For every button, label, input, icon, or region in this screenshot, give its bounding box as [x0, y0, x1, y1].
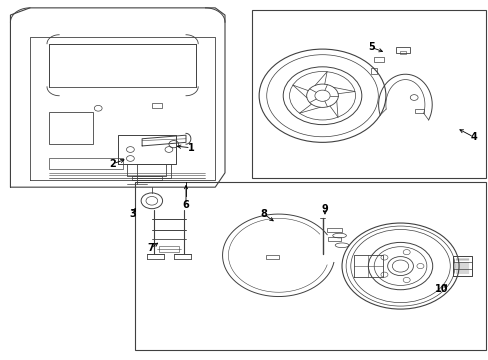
Text: 10: 10 [434, 284, 448, 294]
Bar [266, 255, 278, 259]
Text: 7: 7 [147, 243, 154, 253]
Text: 4: 4 [469, 132, 476, 142]
Text: 8: 8 [260, 209, 267, 219]
Bar [395, 47, 409, 53]
Bar [414, 109, 423, 113]
Bar [373, 57, 384, 62]
Text: 1: 1 [187, 143, 194, 153]
Text: 3: 3 [129, 209, 136, 219]
Bar [251, 10, 485, 178]
Bar [49, 112, 93, 144]
Text: 6: 6 [182, 200, 189, 210]
Bar [159, 246, 178, 252]
Bar [49, 158, 122, 169]
Bar [152, 103, 161, 108]
Bar [399, 51, 406, 54]
Text: 2: 2 [109, 159, 116, 169]
Bar [327, 228, 341, 232]
Text: 9: 9 [321, 204, 327, 214]
Text: 5: 5 [367, 42, 374, 52]
Bar [328, 237, 340, 241]
Bar [370, 68, 376, 74]
Bar [135, 182, 485, 350]
